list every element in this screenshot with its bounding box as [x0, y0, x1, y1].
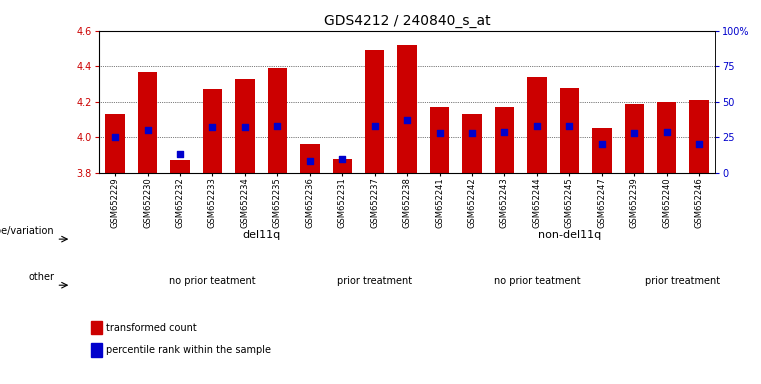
- Bar: [91, 321, 102, 334]
- Text: other: other: [28, 272, 55, 282]
- Text: non-del11q: non-del11q: [538, 230, 601, 240]
- Point: [661, 129, 673, 135]
- Point: [304, 158, 316, 164]
- Point: [271, 123, 283, 129]
- Text: no prior teatment: no prior teatment: [169, 276, 256, 286]
- Point: [401, 117, 413, 123]
- Bar: [397, 45, 417, 173]
- Bar: [559, 88, 579, 173]
- Text: prior treatment: prior treatment: [337, 276, 412, 286]
- Bar: [462, 114, 482, 173]
- Point: [563, 123, 575, 129]
- Text: genotype/variation: genotype/variation: [0, 226, 55, 236]
- Bar: [527, 77, 546, 173]
- Bar: [689, 100, 708, 173]
- Text: prior treatment: prior treatment: [645, 276, 721, 286]
- Bar: [430, 107, 449, 173]
- Bar: [333, 159, 352, 173]
- Bar: [657, 102, 677, 173]
- Bar: [138, 71, 158, 173]
- Bar: [170, 161, 189, 173]
- Bar: [495, 107, 514, 173]
- Point: [142, 127, 154, 133]
- Text: no prior teatment: no prior teatment: [494, 276, 580, 286]
- Bar: [268, 68, 287, 173]
- Point: [239, 124, 251, 131]
- Point: [174, 151, 186, 157]
- Point: [498, 129, 511, 135]
- Point: [693, 141, 705, 147]
- Point: [109, 134, 121, 140]
- Bar: [592, 128, 612, 173]
- Point: [434, 130, 446, 136]
- Point: [596, 141, 608, 147]
- Point: [206, 124, 218, 131]
- Bar: [625, 104, 644, 173]
- Text: del11q: del11q: [242, 230, 280, 240]
- Point: [336, 156, 349, 162]
- Bar: [106, 114, 125, 173]
- Point: [368, 123, 380, 129]
- Bar: [300, 144, 320, 173]
- Bar: [365, 50, 384, 173]
- Text: percentile rank within the sample: percentile rank within the sample: [106, 345, 271, 355]
- Title: GDS4212 / 240840_s_at: GDS4212 / 240840_s_at: [324, 14, 490, 28]
- Point: [466, 130, 478, 136]
- Point: [628, 130, 640, 136]
- Text: transformed count: transformed count: [106, 323, 197, 333]
- Bar: [235, 79, 255, 173]
- Bar: [202, 89, 222, 173]
- Bar: [91, 343, 102, 357]
- Point: [531, 123, 543, 129]
